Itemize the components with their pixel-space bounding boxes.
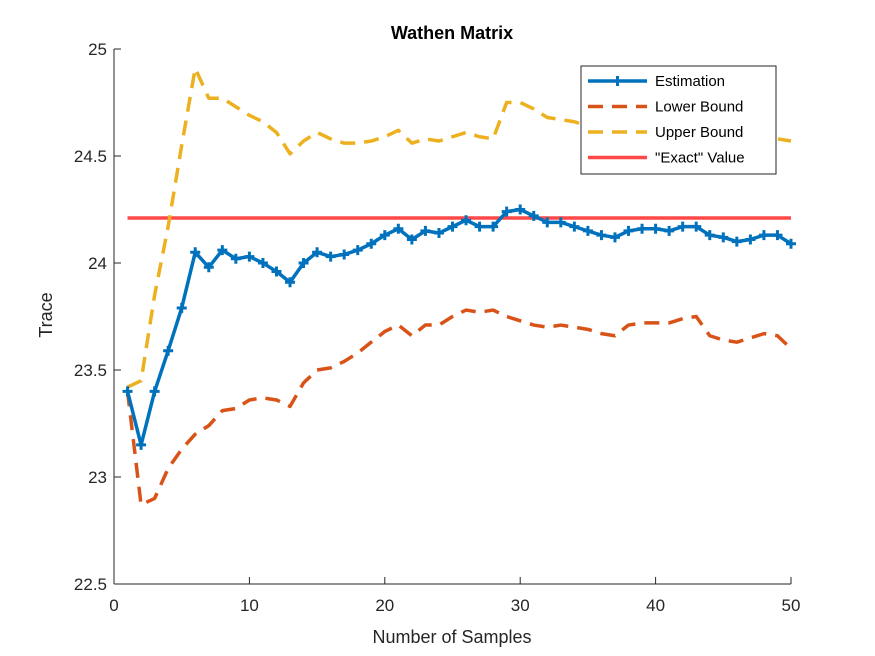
x-tick-label: 50	[782, 596, 801, 615]
x-tick-label: 40	[646, 596, 665, 615]
data-point-marker	[379, 230, 390, 241]
legend-label-1: Lower Bound	[655, 99, 743, 116]
y-axis-label: Trace	[36, 292, 56, 337]
x-axis-label: Number of Samples	[372, 627, 531, 647]
data-point-marker	[677, 221, 688, 232]
data-point-marker	[257, 258, 268, 268]
data-point-marker	[637, 223, 648, 234]
data-point-marker	[501, 206, 512, 217]
data-point-marker	[474, 221, 485, 232]
y-tick-label: 23.5	[74, 361, 107, 380]
data-point-marker	[298, 258, 309, 268]
data-point-marker	[433, 228, 444, 239]
y-tick-label: 22.5	[74, 575, 107, 594]
data-point-marker	[704, 230, 715, 241]
legend-label-2: Upper Bound	[655, 124, 743, 141]
data-point-marker	[731, 236, 742, 247]
data-point-marker	[285, 277, 296, 288]
x-tick-label: 20	[375, 596, 394, 615]
x-tick-label: 10	[240, 596, 259, 615]
data-point-marker	[488, 221, 499, 232]
data-point-marker	[163, 345, 174, 356]
data-point-marker	[582, 225, 593, 236]
data-point-marker	[542, 217, 553, 228]
plot-lines	[122, 66, 796, 507]
data-point-marker	[515, 204, 526, 215]
data-point-marker	[461, 215, 472, 226]
data-point-marker	[271, 266, 282, 277]
data-point-marker	[230, 253, 241, 264]
legend-label-3: "Exact" Value	[655, 150, 745, 167]
data-point-marker	[244, 251, 255, 262]
data-point-marker	[366, 238, 377, 249]
x-tick-label: 0	[109, 596, 118, 615]
series-line-2	[126, 66, 792, 389]
y-tick-label: 25	[88, 40, 107, 59]
data-point-marker	[555, 217, 566, 228]
data-point-marker	[339, 249, 350, 260]
data-point-marker	[325, 251, 336, 262]
data-point-marker	[190, 247, 201, 258]
data-point-marker	[758, 230, 769, 241]
legend-label-0: Estimation	[655, 73, 725, 90]
data-point-marker	[393, 223, 404, 234]
data-point-marker	[122, 386, 133, 397]
legend-marker	[612, 76, 623, 86]
data-point-marker	[203, 262, 214, 273]
data-point-marker	[609, 232, 620, 243]
data-point-marker	[664, 225, 675, 236]
data-point-marker	[718, 232, 729, 243]
data-point-marker	[406, 234, 417, 245]
legend: Estimation Lower Bound Upper Bound "Exact" …	[580, 65, 777, 175]
data-point-marker	[650, 223, 661, 234]
data-point-marker	[528, 210, 539, 221]
data-point-marker	[352, 245, 363, 256]
y-tick-label: 23	[88, 468, 107, 487]
data-point-marker	[312, 247, 323, 258]
data-point-marker	[786, 238, 796, 249]
data-point-marker	[447, 221, 458, 232]
x-tick-label: 30	[511, 596, 530, 615]
y-tick-label: 24.5	[74, 147, 107, 166]
series-line-1	[125, 308, 793, 507]
data-point-marker	[745, 234, 756, 245]
chart-title: Wathen Matrix	[391, 23, 513, 43]
data-point-marker	[772, 230, 783, 241]
data-point-marker	[136, 439, 147, 450]
data-point-marker	[176, 302, 187, 313]
data-point-marker	[569, 221, 580, 232]
axes: 0 10 20 30 40 50 22.5 23 23.5 24 24.5 25	[74, 40, 801, 615]
y-tick-label: 24	[88, 254, 107, 273]
data-point-marker	[420, 225, 431, 236]
data-point-marker	[691, 221, 702, 232]
data-point-marker	[217, 245, 228, 256]
data-point-marker	[623, 225, 634, 236]
data-point-marker	[149, 386, 160, 397]
data-point-marker	[596, 230, 607, 241]
